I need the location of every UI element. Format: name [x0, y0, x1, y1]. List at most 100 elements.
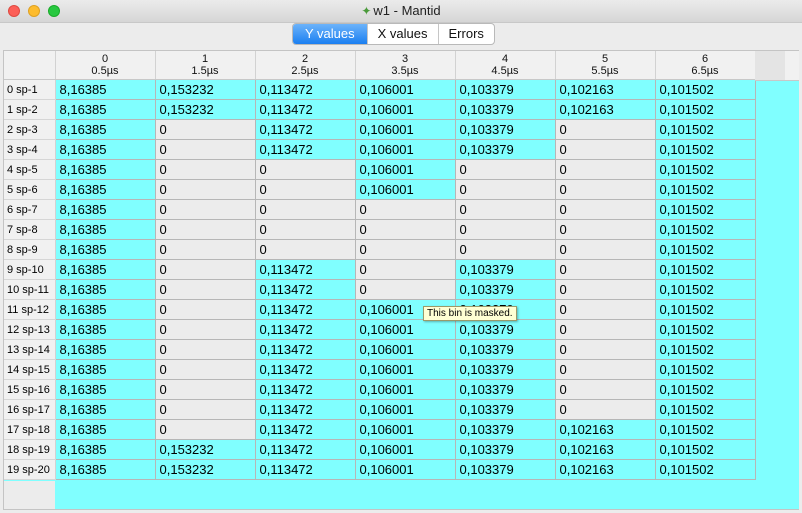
data-cell[interactable]: 0,101502: [655, 419, 756, 440]
data-cell[interactable]: 0,103379: [455, 79, 556, 100]
masked-cell[interactable]: 0: [155, 299, 256, 320]
data-cell[interactable]: 0,106001: [355, 319, 456, 340]
masked-cell[interactable]: 0: [255, 159, 356, 180]
data-cell[interactable]: 8,16385: [55, 99, 156, 120]
data-cell[interactable]: 0,113472: [255, 279, 356, 300]
data-cell[interactable]: 0,113472: [255, 459, 356, 480]
masked-cell[interactable]: 0: [555, 259, 656, 280]
data-cell[interactable]: 8,16385: [55, 159, 156, 180]
masked-cell[interactable]: 0: [455, 179, 556, 200]
minimize-window-button[interactable]: [28, 5, 40, 17]
masked-cell[interactable]: 0: [355, 259, 456, 280]
data-cell[interactable]: 8,16385: [55, 319, 156, 340]
tab-x-values[interactable]: X values: [366, 24, 438, 44]
masked-cell[interactable]: 0: [255, 219, 356, 240]
data-cell[interactable]: 8,16385: [55, 359, 156, 380]
column-header[interactable]: 0 0.5µs: [55, 51, 156, 80]
data-cell[interactable]: 0,101502: [655, 279, 756, 300]
data-cell[interactable]: 0,101502: [655, 79, 756, 100]
masked-cell[interactable]: 0: [255, 179, 356, 200]
data-cell[interactable]: 0,103379: [455, 439, 556, 460]
data-cell[interactable]: 0,101502: [655, 379, 756, 400]
masked-cell[interactable]: 0: [255, 199, 356, 220]
data-cell[interactable]: 0,103379: [455, 259, 556, 280]
data-cell[interactable]: 0,106001: [355, 439, 456, 460]
data-cell[interactable]: 0,101502: [655, 179, 756, 200]
masked-cell[interactable]: 0: [555, 319, 656, 340]
data-cell[interactable]: 0,101502: [655, 339, 756, 360]
data-cell[interactable]: 0,103379: [455, 379, 556, 400]
data-cell[interactable]: 0,103379: [455, 399, 556, 420]
data-cell[interactable]: 0,106001: [355, 79, 456, 100]
data-cell[interactable]: 0,103379: [455, 459, 556, 480]
row-header[interactable]: 2 sp-3: [4, 119, 56, 140]
masked-cell[interactable]: 0: [555, 239, 656, 260]
masked-cell[interactable]: 0: [155, 279, 256, 300]
row-header[interactable]: 13 sp-14: [4, 339, 56, 360]
masked-cell[interactable]: 0: [155, 159, 256, 180]
data-cell[interactable]: 0,113472: [255, 299, 356, 320]
data-cell[interactable]: 0,103379: [455, 139, 556, 160]
row-header[interactable]: 10 sp-11: [4, 279, 56, 300]
masked-cell[interactable]: 0: [555, 139, 656, 160]
data-cell[interactable]: 0,101502: [655, 399, 756, 420]
row-header[interactable]: 16 sp-17: [4, 399, 56, 420]
data-cell[interactable]: 8,16385: [55, 439, 156, 460]
masked-cell[interactable]: 0: [555, 299, 656, 320]
data-cell[interactable]: 0,113472: [255, 339, 356, 360]
data-cell[interactable]: 8,16385: [55, 119, 156, 140]
data-cell[interactable]: 8,16385: [55, 139, 156, 160]
data-cell[interactable]: 0,106001: [355, 399, 456, 420]
data-cell[interactable]: 0,101502: [655, 239, 756, 260]
masked-cell[interactable]: 0: [455, 239, 556, 260]
masked-cell[interactable]: 0: [355, 239, 456, 260]
data-cell[interactable]: 0,101502: [655, 319, 756, 340]
masked-cell[interactable]: 0: [355, 219, 456, 240]
data-cell[interactable]: 0,106001: [355, 119, 456, 140]
row-header[interactable]: 14 sp-15: [4, 359, 56, 380]
column-header[interactable]: 6 6.5µs: [655, 51, 756, 80]
data-cell[interactable]: 0,106001: [355, 379, 456, 400]
column-header[interactable]: 3 3.5µs: [355, 51, 456, 80]
row-header[interactable]: 6 sp-7: [4, 199, 56, 220]
data-cell[interactable]: 0,103379: [455, 419, 556, 440]
data-cell[interactable]: 0,113472: [255, 319, 356, 340]
data-cell[interactable]: 0,103379: [455, 279, 556, 300]
column-header[interactable]: 5 5.5µs: [555, 51, 656, 80]
data-cell[interactable]: 8,16385: [55, 279, 156, 300]
data-cell[interactable]: 0,153232: [155, 459, 256, 480]
masked-cell[interactable]: 0: [155, 379, 256, 400]
data-cell[interactable]: 0,103379: [455, 119, 556, 140]
masked-cell[interactable]: 0: [155, 119, 256, 140]
data-cell[interactable]: 8,16385: [55, 419, 156, 440]
data-cell[interactable]: 0,102163: [555, 99, 656, 120]
tab-y-values[interactable]: Y values: [293, 24, 367, 44]
masked-cell[interactable]: 0: [155, 419, 256, 440]
data-cell[interactable]: 8,16385: [55, 239, 156, 260]
close-window-button[interactable]: [8, 5, 20, 17]
data-cell[interactable]: 0,113472: [255, 139, 356, 160]
data-cell[interactable]: 0,103379: [455, 359, 556, 380]
masked-cell[interactable]: 0: [155, 199, 256, 220]
data-cell[interactable]: 0,106001: [355, 179, 456, 200]
masked-cell[interactable]: 0: [155, 399, 256, 420]
zoom-window-button[interactable]: [48, 5, 60, 17]
row-header[interactable]: 19 sp-20: [4, 459, 56, 480]
masked-cell[interactable]: 0: [555, 179, 656, 200]
data-cell[interactable]: 0,103379: [455, 99, 556, 120]
row-header[interactable]: 7 sp-8: [4, 219, 56, 240]
data-cell[interactable]: 0,113472: [255, 259, 356, 280]
row-header[interactable]: 0 sp-1: [4, 79, 56, 100]
data-cell[interactable]: 0,102163: [555, 439, 656, 460]
masked-cell[interactable]: 0: [555, 279, 656, 300]
data-cell[interactable]: 0,101502: [655, 459, 756, 480]
data-cell[interactable]: 8,16385: [55, 459, 156, 480]
data-cell[interactable]: 8,16385: [55, 79, 156, 100]
data-cell[interactable]: 0,101502: [655, 199, 756, 220]
table-corner[interactable]: [4, 51, 56, 80]
data-cell[interactable]: 8,16385: [55, 179, 156, 200]
tab-errors[interactable]: Errors: [437, 24, 494, 44]
masked-cell[interactable]: 0: [555, 399, 656, 420]
data-cell[interactable]: 0,102163: [555, 79, 656, 100]
data-cell[interactable]: 8,16385: [55, 299, 156, 320]
